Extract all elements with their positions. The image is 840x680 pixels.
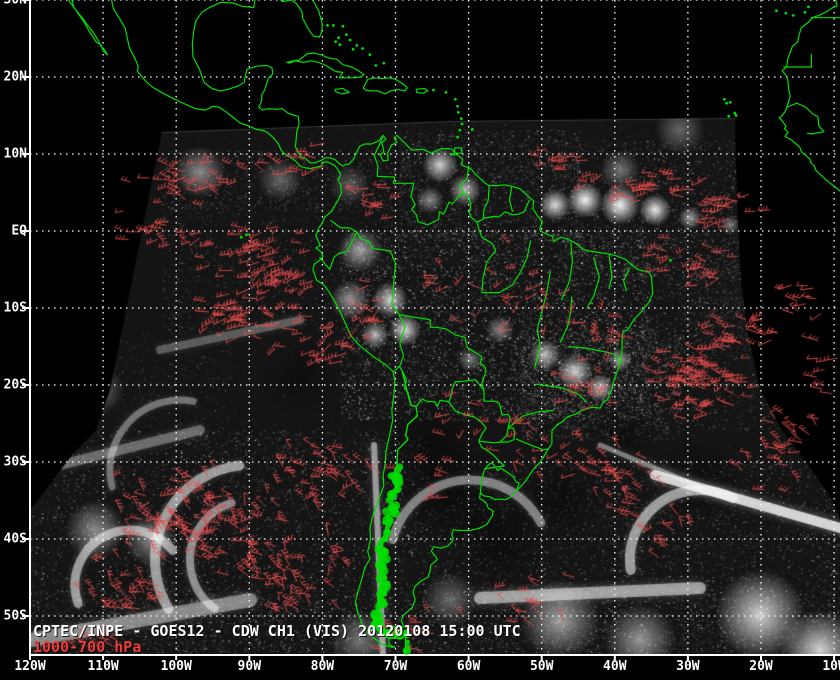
lat-label-EQ: EQ	[11, 223, 27, 239]
lat-label-30S: 30S	[3, 454, 27, 470]
lat-label-10S: 10S	[3, 300, 27, 316]
lon-label-80W: 80W	[310, 659, 335, 674]
lon-label-20W: 20W	[749, 659, 773, 674]
lon-label-70W: 70W	[383, 659, 408, 674]
lon-label-90W: 90W	[237, 659, 262, 674]
lon-label-110W: 110W	[87, 659, 119, 674]
lat-label-20N: 20N	[3, 69, 27, 85]
lon-label-60W: 60W	[456, 659, 481, 674]
lon-label-100W: 100W	[160, 659, 192, 674]
lon-label-10W: 10W	[822, 659, 840, 674]
lat-label-20S: 20S	[3, 377, 27, 393]
lat-label-50S: 50S	[3, 608, 27, 624]
lon-label-120W: 120W	[14, 659, 46, 674]
product-title: CPTEC/INPE - GOES12 - CDW CH1 (VIS) 2012…	[33, 622, 521, 640]
lat-label-10N: 10N	[3, 146, 27, 162]
lon-label-50W: 50W	[529, 659, 554, 674]
pressure-layer-label: 1000-700 hPa	[33, 638, 142, 656]
lat-label-30N: 30N	[3, 0, 27, 8]
lon-label-40W: 40W	[603, 659, 627, 674]
lat-label-40S: 40S	[3, 531, 27, 547]
lon-label-30W: 30W	[676, 659, 700, 674]
